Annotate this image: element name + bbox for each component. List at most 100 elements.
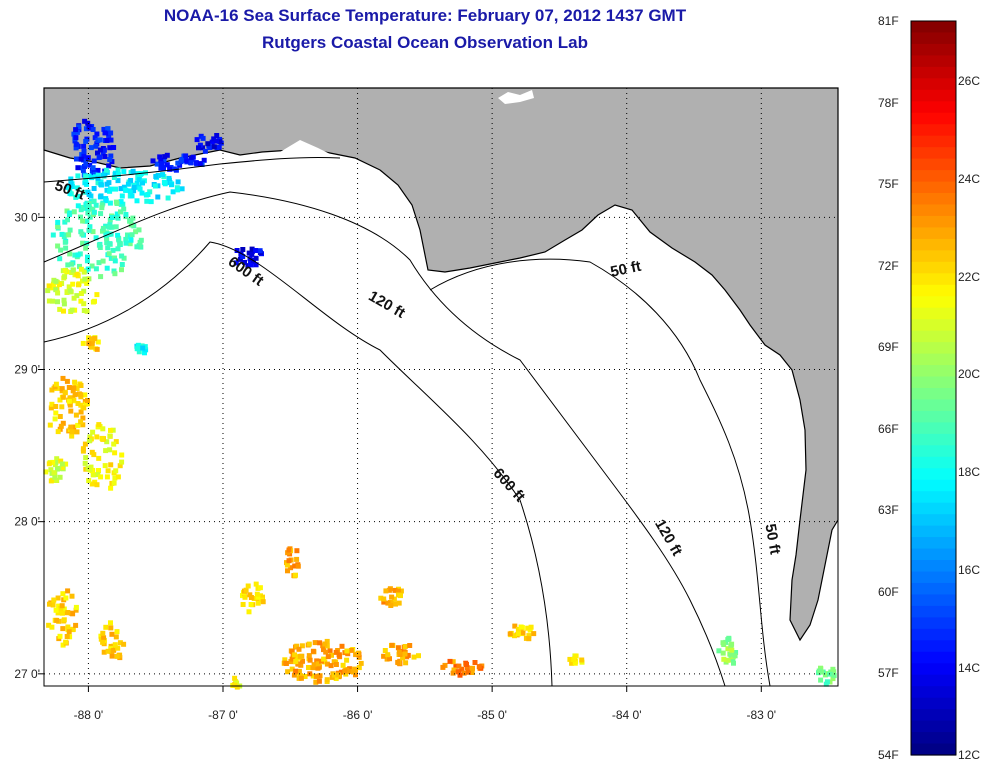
lon-tick-label: -88 0' (74, 708, 104, 722)
colorbar-step (911, 112, 956, 125)
contour-label: 50 ft (761, 522, 783, 555)
colorbar-step (911, 273, 956, 286)
colorbar-step (911, 537, 956, 550)
colorbar-step (911, 43, 956, 57)
colorbar-step (911, 319, 956, 332)
colorbar (910, 20, 957, 756)
sst-layer (43, 118, 837, 690)
colorbar-step (911, 445, 956, 458)
colorbar-step (911, 388, 956, 401)
colorbar-step (911, 582, 956, 596)
colorbar-step (911, 571, 956, 584)
colorbar-step (911, 353, 956, 366)
map-frame (43, 87, 839, 687)
inland-lake (498, 90, 534, 104)
sst-patch-15 (281, 638, 364, 685)
colorbar-label-c: 24C (958, 171, 981, 186)
colorbar-step (911, 66, 956, 79)
colorbar-step (911, 89, 956, 102)
sst-patch-5 (194, 133, 224, 154)
sst-patch-8 (47, 375, 90, 439)
sst-patch-6 (233, 246, 264, 269)
contour-120ft (43, 191, 726, 687)
colorbar-step (911, 479, 956, 492)
colorbar-step (911, 193, 956, 206)
sst-patch-17 (381, 642, 421, 667)
sst-patch-13 (240, 581, 266, 615)
colorbar-label-c: 18C (958, 465, 981, 480)
colorbar-step (911, 215, 956, 229)
colorbar-step (911, 296, 956, 309)
sst-patch-20 (567, 653, 585, 666)
sst-patch-22 (816, 665, 837, 687)
colorbar-step (911, 468, 956, 481)
lon-tick-label: -83 0' (746, 708, 776, 722)
sst-patch-7 (80, 335, 101, 352)
colorbar-label-f: 54F (878, 748, 899, 762)
inland-lake (280, 140, 332, 158)
colorbar-label-f: 57F (878, 666, 899, 681)
sst-patch-3 (45, 266, 100, 314)
colorbar-step (911, 158, 956, 171)
colorbar-step (911, 502, 956, 515)
colorbar-step (911, 399, 956, 412)
colorbar-label-f: 66F (878, 421, 899, 436)
lat-tick-label: 29 0' (14, 363, 40, 377)
sst-patch-16 (378, 586, 404, 608)
colorbar-step (911, 78, 956, 91)
colorbar-step (911, 204, 956, 217)
colorbar-step (911, 709, 956, 722)
colorbar-label-c: 12C (958, 748, 981, 762)
colorbar-step (911, 124, 956, 137)
sst-patch-0 (71, 118, 117, 179)
colorbar-step (911, 743, 956, 756)
land-mass (43, 87, 839, 642)
sst-patch-24 (134, 342, 149, 356)
colorbar-label-c: 26C (958, 73, 981, 88)
colorbar-step (911, 376, 956, 389)
tick-layer: -88 0' -87 0' -86 0' -85 0' -84 0' -83 0' 30 0… (14, 210, 776, 722)
map-title: NOAA-16 Sea Surface Temperature: Februar… (163, 6, 687, 25)
colorbar-label-f: 81F (878, 14, 899, 28)
colorbar-step (911, 342, 956, 355)
sst-patch-10 (43, 456, 69, 484)
colorbar-step (911, 261, 956, 274)
colorbar-step (911, 720, 956, 733)
colorbar-step (911, 147, 956, 160)
colorbar-label-f: 60F (878, 584, 899, 599)
colorbar-label-c: 16C (958, 563, 981, 578)
colorbar-step (911, 628, 956, 641)
colorbar-step (911, 238, 956, 251)
lon-tick-label: -86 0' (343, 708, 373, 722)
colorbar-step (911, 422, 956, 435)
colorbar-frame (910, 20, 957, 756)
colorbar-step (911, 135, 956, 148)
contour-600ft (43, 241, 553, 687)
colorbar-step (911, 525, 956, 538)
lat-tick-label: 27 0' (14, 667, 40, 681)
sst-patch-21 (716, 635, 739, 666)
colorbar-step (911, 617, 956, 630)
contour-layer (43, 156, 771, 687)
colorbar-label-c: 20C (958, 367, 981, 382)
colorbar-step (911, 663, 956, 676)
colorbar-step (911, 101, 956, 114)
colorbar-step (911, 433, 956, 446)
colorbar-step (911, 686, 956, 699)
colorbar-step (911, 330, 956, 343)
lat-tick-label: 30 0' (14, 210, 40, 224)
lon-tick-label: -85 0' (477, 708, 507, 722)
colorbar-label-f: 72F (878, 258, 899, 273)
sst-patch-18 (440, 658, 485, 678)
map-subtitle: Rutgers Coastal Ocean Observation Lab (262, 33, 588, 52)
colorbar-label-f: 63F (878, 503, 899, 518)
colorbar-step (911, 594, 956, 607)
colorbar-label-f: 78F (878, 95, 899, 110)
sst-patch-1 (65, 167, 185, 207)
colorbar-step (911, 491, 956, 504)
colorbar-label-f: 75F (878, 177, 899, 192)
colorbar-step (911, 514, 956, 527)
colorbar-label-c: 22C (958, 269, 981, 284)
colorbar-step (911, 548, 956, 561)
